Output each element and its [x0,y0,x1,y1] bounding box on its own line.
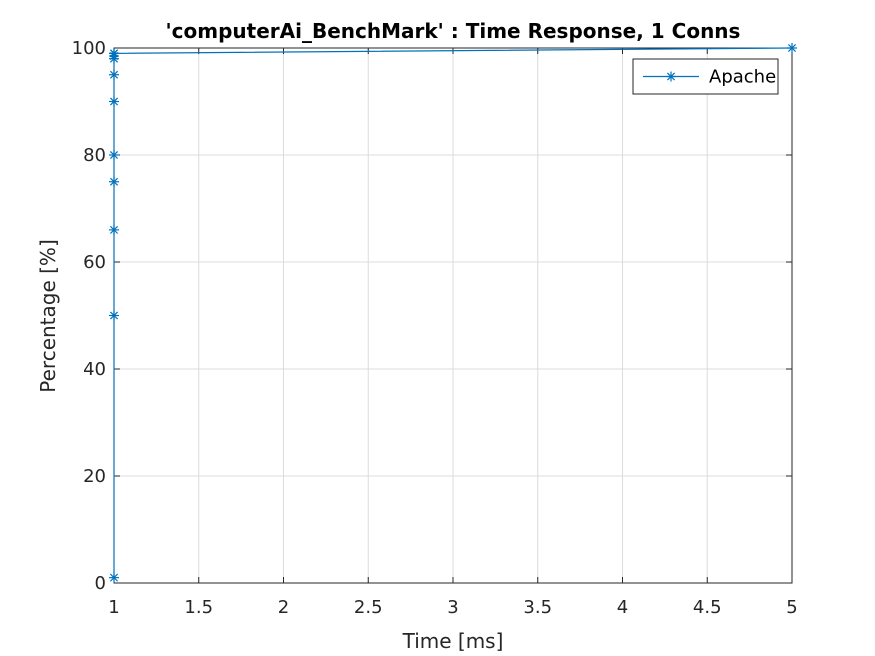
data-point [109,150,119,160]
y-tick-label: 40 [83,359,106,380]
data-point [109,310,119,321]
x-tick-label: 1.5 [184,597,213,618]
y-tick-label: 0 [95,573,106,594]
x-tick-label: 4 [617,597,628,618]
data-point [109,572,119,583]
x-tick-label: 3.5 [523,597,552,618]
chart-title: 'computerAi_BenchMark' : Time Response, … [166,19,741,43]
x-tick-label: 4.5 [693,597,722,618]
y-axis-label: Percentage [%] [36,239,60,392]
data-point [109,176,119,187]
x-tick-label: 3 [447,597,458,618]
data-point [109,48,119,59]
series [109,43,797,583]
y-tick-label: 60 [83,252,106,273]
x-tick-label: 2 [278,597,289,618]
legend: Apache [632,58,779,95]
x-axis-label: Time [ms] [402,629,504,653]
grid [113,47,793,584]
data-point [109,96,119,107]
y-tick-label: 80 [83,145,106,166]
tick-labels: 1 1.5 2 2.5 3 3.5 4 4.5 5 0 20 40 60 80 100 [72,38,798,618]
x-tick-label: 2.5 [354,597,383,618]
x-tick-label: 1 [108,597,119,618]
data-point [787,43,797,53]
y-tick-label: 20 [83,466,106,487]
y-tick-label: 100 [72,38,106,59]
x-tick-label: 5 [786,597,797,618]
legend-marker-sample [666,71,676,82]
data-point [109,224,119,235]
data-point [109,69,119,80]
legend-entry-label: Apache [709,67,776,88]
